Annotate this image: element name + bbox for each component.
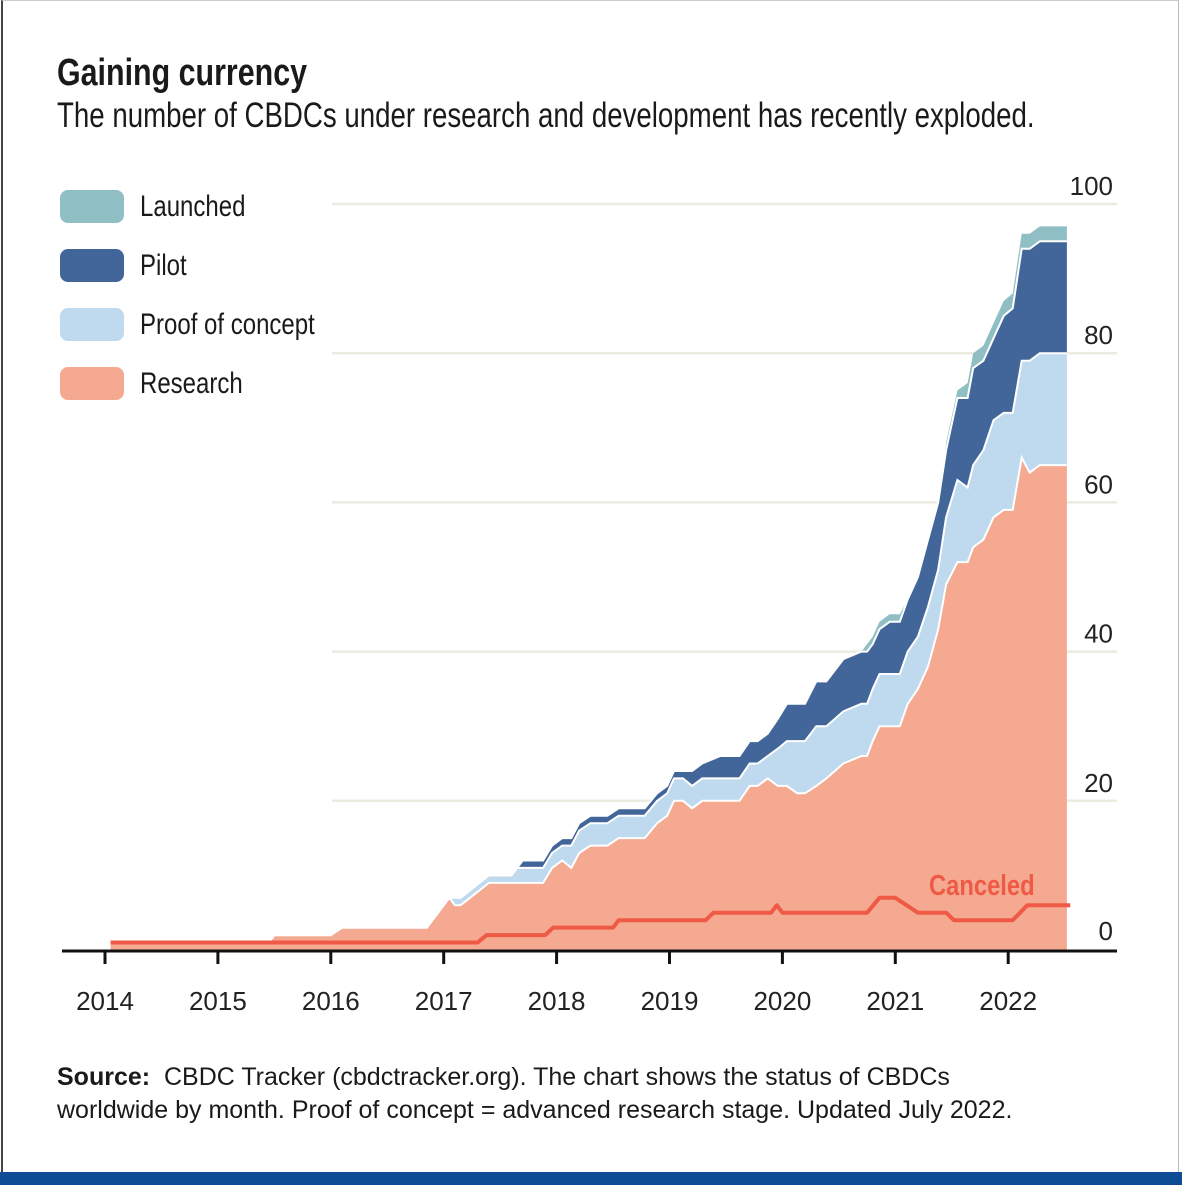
legend-text: Research (140, 367, 243, 400)
plot-area: 2014 2015 2016 2017 2018 2019 2020 2021 2022 0 20 4… (62, 171, 1117, 1016)
legend-label-launched: Launched (140, 190, 272, 224)
legend-text: Launched (140, 190, 246, 223)
y-tick-label: 20 (1084, 768, 1113, 798)
y-tick-label: 60 (1084, 469, 1113, 499)
chart-subtitle: The number of CBDCs under research and d… (57, 96, 1182, 136)
separator-line (110, 454, 1067, 944)
legend-swatch-pilot (60, 249, 124, 282)
canceled-label: Canceled (929, 869, 1035, 902)
source-label: Source: (57, 1063, 151, 1091)
x-tick-label: 2020 (753, 986, 811, 1016)
source-note: Source: CBDC Tracker (cbdctracker.org). … (57, 1061, 1012, 1127)
legend-swatch-launched (60, 190, 124, 223)
canceled-line (110, 895, 1071, 945)
area-research (110, 457, 1067, 950)
source-text-line1: CBDC Tracker (cbdctracker.org). The char… (164, 1063, 950, 1091)
x-tick-label: 2021 (866, 986, 924, 1016)
legend-text: Pilot (140, 249, 187, 282)
y-tick-label: 80 (1084, 320, 1113, 350)
y-tick-label: 100 (1070, 171, 1113, 201)
chart-subtitle-text: The number of CBDCs under research and d… (57, 96, 1035, 135)
chart-title: Gaining currency (57, 52, 370, 95)
x-tick-label: 2022 (979, 986, 1037, 1016)
x-tick-label: 2016 (302, 986, 360, 1016)
legend-label-research: Research (140, 367, 268, 401)
x-tick-label: 2015 (189, 986, 247, 1016)
x-tick-label: 2019 (641, 986, 699, 1016)
legend-label-pilot: Pilot (140, 249, 198, 283)
legend-text: Proof of concept (140, 308, 315, 341)
legend-swatch-proof-of-concept (60, 308, 124, 341)
chart-title-text: Gaining currency (57, 52, 308, 94)
legend-swatch-research (60, 367, 124, 400)
x-tick-label: 2018 (528, 986, 586, 1016)
legend-label-proof-of-concept: Proof of concept (140, 308, 358, 342)
x-tick-label: 2014 (76, 986, 134, 1016)
separator-line (110, 240, 1067, 944)
y-tick-label: 0 (1099, 916, 1113, 946)
x-tick-label: 2017 (415, 986, 473, 1016)
bottom-brand-bar (0, 1172, 1182, 1185)
source-text-line2: worldwide by month. Proof of concept = a… (57, 1096, 1013, 1124)
y-tick-label: 40 (1084, 619, 1113, 649)
